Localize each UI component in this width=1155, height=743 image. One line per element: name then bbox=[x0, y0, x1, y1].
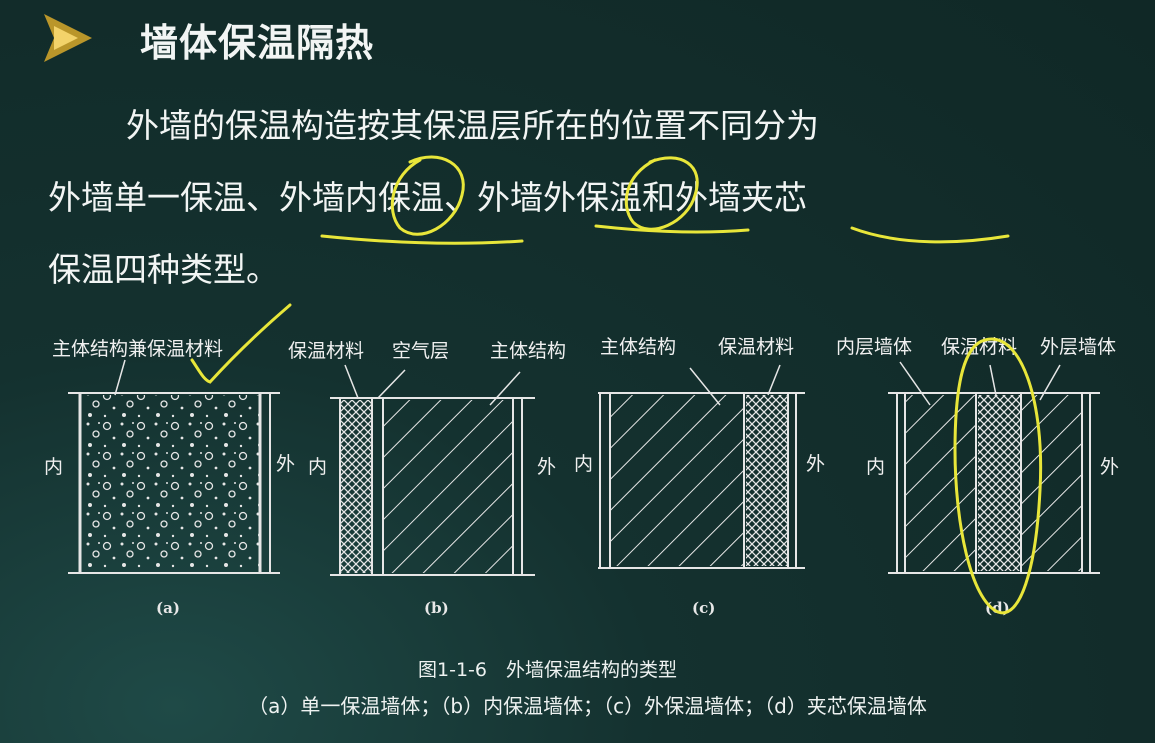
figure-caption: 图1-1-6 外墙保温结构的类型 bbox=[418, 659, 677, 681]
circle-inner bbox=[390, 155, 465, 236]
label-d-insulation: 保温材料 bbox=[941, 336, 1017, 358]
underline-outer bbox=[594, 224, 750, 234]
paragraph-line-3: 保温四种类型。 bbox=[48, 250, 279, 289]
label-b-outer: 外 bbox=[537, 456, 556, 478]
diagram-c: 主体结构 保温材料 内 外 (c) bbox=[574, 336, 825, 617]
sub-b: (b) bbox=[424, 599, 449, 617]
label-d-outer-wall: 外层墙体 bbox=[1040, 336, 1116, 358]
label-c-structure: 主体结构 bbox=[600, 336, 676, 358]
label-d-outer: 外 bbox=[1100, 456, 1119, 478]
diagram-a: 主体结构兼保温材料 内 外 (a) bbox=[44, 338, 295, 617]
underline-sandwich bbox=[850, 226, 1010, 244]
page-title: 墙体保温隔热 bbox=[140, 21, 375, 65]
label-a-main: 主体结构兼保温材料 bbox=[52, 338, 223, 360]
label-a-inner: 内 bbox=[44, 456, 63, 478]
check-mark bbox=[190, 303, 292, 384]
label-b-air: 空气层 bbox=[392, 340, 449, 362]
label-d-inner: 内 bbox=[866, 456, 885, 478]
sub-c: (c) bbox=[692, 599, 715, 617]
diagram-b: 保温材料 空气层 主体结构 内 外 (b) bbox=[288, 340, 566, 617]
label-a-outer: 外 bbox=[276, 453, 295, 475]
label-c-outer: 外 bbox=[806, 453, 825, 475]
diagram-d: 内层墙体 保温材料 外层墙体 内 外 (d) bbox=[836, 336, 1119, 617]
sub-a: (a) bbox=[156, 599, 180, 617]
ellipse-sandwich bbox=[953, 337, 1043, 615]
label-b-inner: 内 bbox=[308, 456, 327, 478]
body-paragraph: 外墙的保温构造按其保温层所在的位置不同分为 外墙单一保温、外墙内保温、外墙外保温… bbox=[48, 90, 1008, 306]
sub-d: (d) bbox=[985, 599, 1010, 617]
label-b-structure: 主体结构 bbox=[490, 340, 566, 362]
paragraph-line-1: 外墙的保温构造按其保温层所在的位置不同分为 bbox=[126, 106, 819, 145]
paragraph-line-2: 外墙单一保温、外墙内保温、外墙外保温和外墙夹芯 bbox=[48, 178, 807, 217]
play-icon bbox=[44, 14, 92, 62]
underline-inner bbox=[320, 234, 524, 245]
figure-legend: （a）单一保温墙体；（b）内保温墙体；（c）外保温墙体；（d）夹芯保温墙体 bbox=[248, 694, 927, 718]
label-c-inner: 内 bbox=[574, 453, 593, 475]
label-b-insulation: 保温材料 bbox=[288, 340, 364, 362]
circle-outer bbox=[624, 156, 699, 231]
label-c-insulation: 保温材料 bbox=[718, 336, 794, 358]
label-d-inner-wall: 内层墙体 bbox=[836, 336, 912, 358]
pen-annotations bbox=[190, 155, 1043, 615]
